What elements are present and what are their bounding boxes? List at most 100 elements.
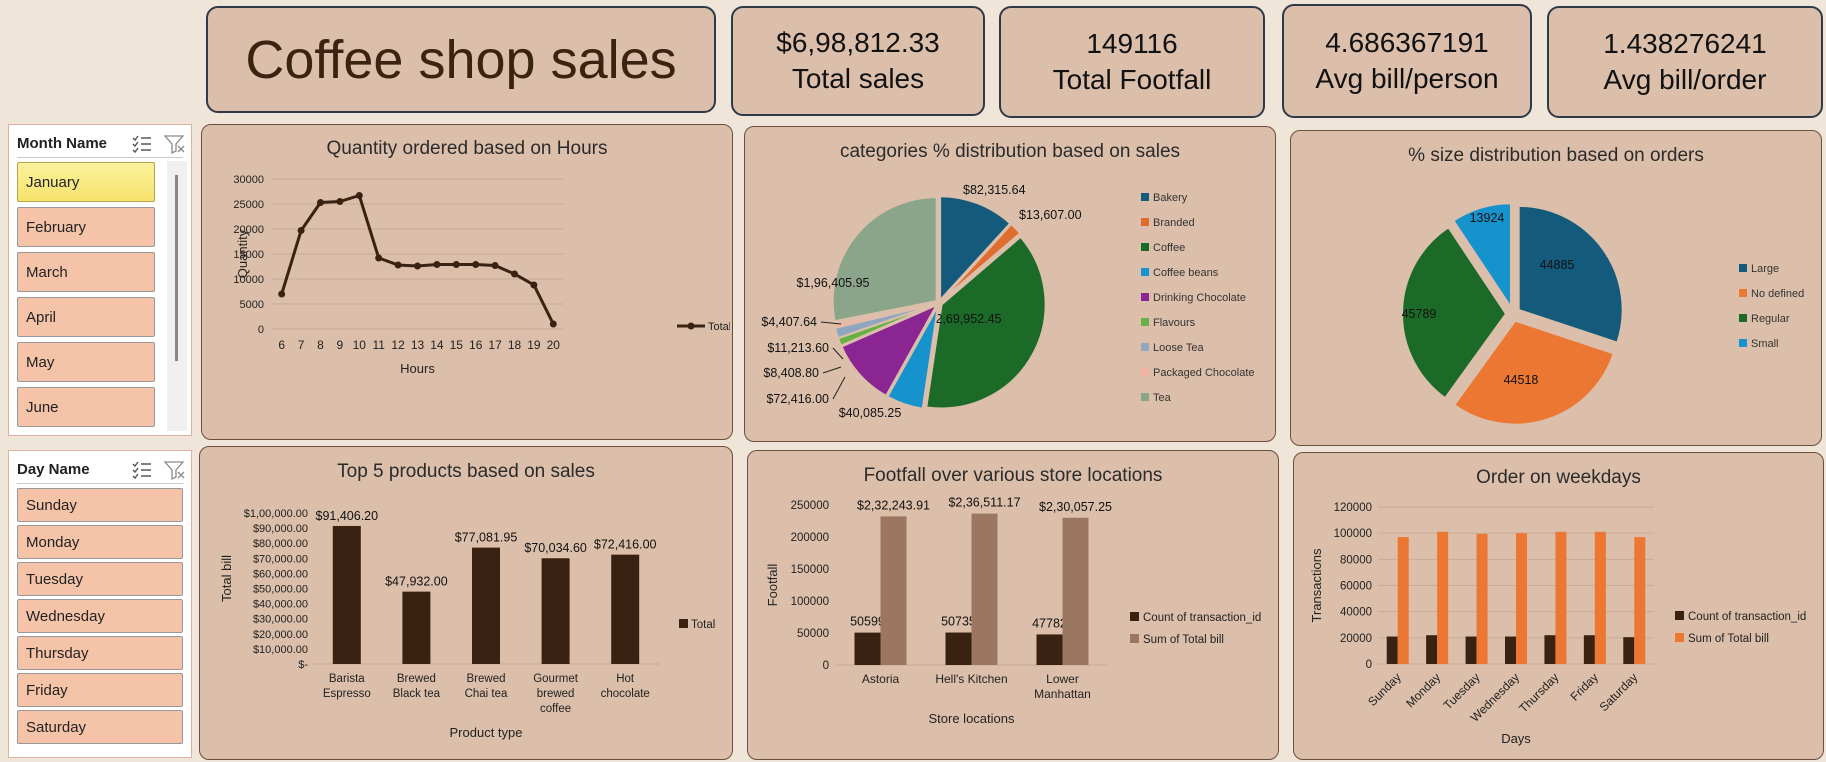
slicer-item-wednesday[interactable]: Wednesday [17,599,183,633]
slicer-item-april[interactable]: April [17,297,155,337]
data-label: $40,085.25 [839,406,902,420]
bar [1036,634,1063,665]
slicer-scrollbar-thumb[interactable] [175,175,178,361]
slicer-item-monday[interactable]: Monday [17,525,183,559]
leader-line [832,376,846,400]
y-tick-label: 200000 [791,532,829,544]
slicer-item-friday[interactable]: Friday [17,673,183,707]
x-tick-label: coffee [540,703,571,715]
x-tick-label: Gourmet [533,673,579,685]
legend-swatch [679,619,688,628]
data-point [530,281,538,289]
data-label: $11,213.60 [767,341,829,355]
clear-filter-icon[interactable] [163,459,187,481]
data-label: $1,96,405.95 [797,276,870,290]
bar [1386,636,1398,664]
slicer-item-tuesday[interactable]: Tuesday [17,562,183,596]
bar [880,516,907,665]
pie-slice [940,222,1022,302]
y-tick-label: 60000 [1340,581,1372,593]
x-tick-label: Monday [1403,670,1443,710]
legend-swatch [1739,314,1747,322]
slicer-item-february[interactable]: February [17,207,155,247]
data-point [375,254,383,262]
slicer-item-label: March [26,263,68,281]
x-tick-label: Brewed [467,673,506,685]
y-tick-label: $40,000.00 [253,599,308,611]
slicer-item-label: Tuesday [26,570,83,588]
data-label: 44885 [1540,258,1575,272]
pie-slice [939,195,1012,303]
y-tick-label: $60,000.00 [253,568,308,580]
y-tick-label: 30000 [233,174,264,186]
plot-area: 0 5000 10000 15000 20000 25000 30000 6 7 8 9 10 11 12… [233,174,730,376]
pie-slice [925,235,1047,410]
x-tick-label: 11 [372,338,385,352]
legend-swatch [1130,612,1139,621]
data-label: $77,081.95 [455,531,518,545]
slicer-item-january[interactable]: January [17,162,155,202]
pie-slice [831,196,938,323]
data-point [433,261,441,268]
multi-select-icon[interactable] [131,133,153,155]
chart-title: Order on weekdays [1476,467,1641,488]
bar [1062,517,1089,665]
legend-swatch [1141,368,1149,376]
bar [1516,533,1527,664]
legend-label: Count of transaction_id [1143,612,1261,624]
bar [541,558,570,664]
x-axis-title: Days [1501,731,1531,746]
chart-panel-weekdays: Order on weekdays 0 20000 40000 60000 80000 1… [1293,452,1824,760]
chart-title: Quantity ordered based on Hours [326,138,608,159]
data-label: $2,69,952.45 [929,312,1002,326]
data-point [511,270,518,278]
data-point [336,198,344,205]
data-point [452,261,460,268]
multi-select-icon[interactable] [131,459,153,481]
slicer-item-label: February [26,218,87,236]
slicer-item-march[interactable]: March [17,252,155,292]
legend-label: Total [691,619,715,631]
bar [945,632,972,665]
bar [1505,636,1516,664]
legend-label: Packaged Chocolate [1153,367,1255,379]
x-axis-title: Product type [450,725,523,740]
data-label: $91,406.20 [316,509,379,523]
clear-filter-icon[interactable] [163,133,187,155]
data-label: $72,416.00 [594,538,657,552]
x-tick-label: Manhattan [1034,687,1091,701]
data-label: $4,407.64 [761,315,817,329]
x-tick-label: 10 [353,338,367,352]
slicer-item-saturday[interactable]: Saturday [17,710,183,744]
bar [1437,531,1449,664]
kpi-label: Total Footfall [1052,64,1212,95]
slicer-item-may[interactable]: May [17,342,155,382]
chart-panel-sizes: % size distribution based on orders 4488… [1290,130,1822,446]
y-tick-label: $10,000.00 [253,644,308,656]
slicer-item-thursday[interactable]: Thursday [17,636,183,670]
hours-line-chart: 0 5000 10000 15000 20000 25000 30000 6 7 8 9 10 11 12… [233,174,730,376]
legend-label: Branded [1153,217,1195,229]
legend-label: Loose Tea [1153,342,1204,354]
data-label: 47782 [1032,616,1067,630]
slicer-item-june[interactable]: June [17,387,155,427]
chart-title: Top 5 products based on sales [337,461,595,482]
y-tick-label: $1,00,000.00 [244,508,308,520]
data-label: $70,034.60 [524,541,587,555]
data-label: $47,932.00 [385,575,448,589]
slicer-scrollbar-track[interactable] [167,161,187,431]
kpi-label: Avg bill/person [1315,63,1499,94]
legend-label: Regular [1751,313,1790,325]
legend-swatch [1130,634,1139,643]
legend-label: Count of transaction_id [1688,611,1806,623]
x-tick-label: Astoria [862,672,900,686]
bar [332,525,361,664]
x-axis-title: Hours [400,361,435,376]
kpi-avg-bill-order: 1.438276241 Avg bill/order [1547,6,1823,118]
x-tick-label: Brewed [397,673,436,685]
data-point [414,262,421,270]
slicer-item-sunday[interactable]: Sunday [17,488,183,522]
y-axis-title: Total bill [219,555,234,602]
bar [1397,537,1409,664]
bar [472,547,500,664]
